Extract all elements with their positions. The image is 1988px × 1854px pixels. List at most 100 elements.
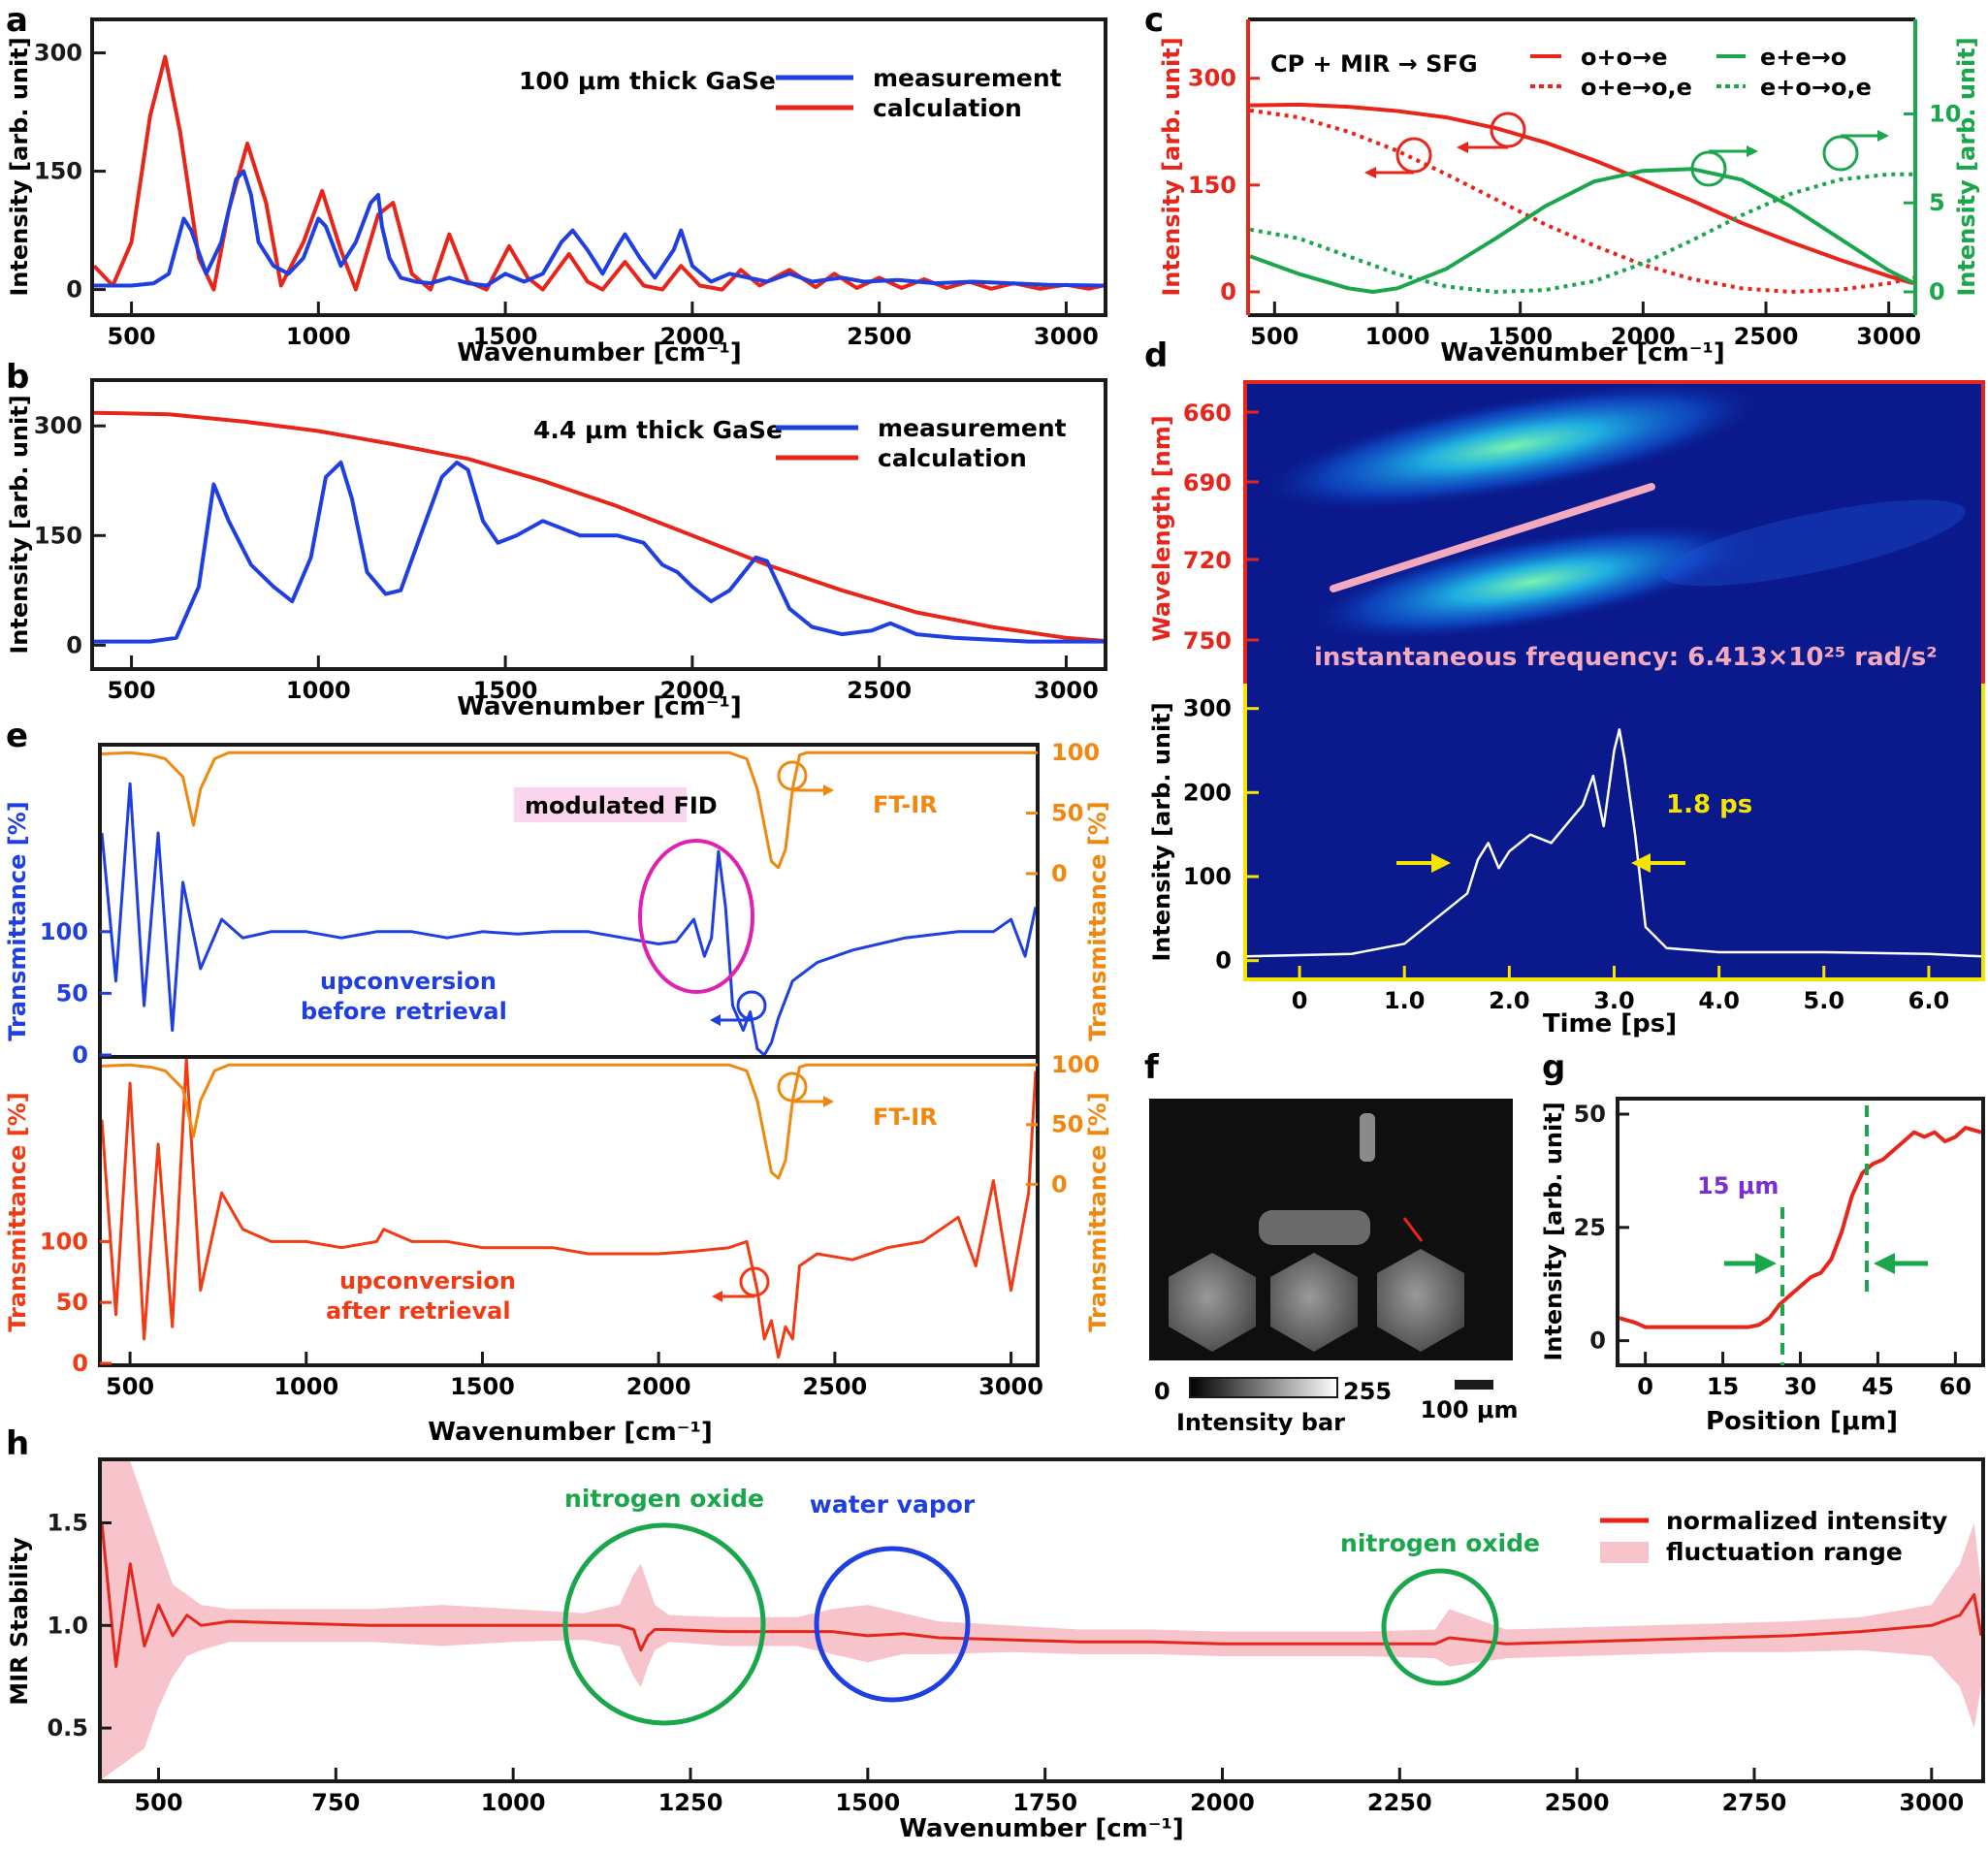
scale-bar-label: 100 μm <box>1420 1396 1518 1423</box>
chart-c-arrowhead-oo-e <box>1457 142 1468 153</box>
chart-h-xtick-label: 3000 <box>1899 1789 1964 1816</box>
ftir-top-arrowhead <box>823 784 834 796</box>
upconversion-after-label-2: after retrieval <box>326 1297 511 1325</box>
legend-fluctuation: fluctuation range <box>1666 1538 1903 1566</box>
bright-spot <box>1360 1113 1375 1162</box>
water-vapor-circle <box>814 1546 971 1703</box>
panel-letter-g: g <box>1542 1048 1565 1087</box>
spectrogram-glow-upper <box>1264 382 1762 510</box>
chart-e-xtick-label: 3000 <box>978 1373 1043 1400</box>
chart-g-xtick-label: 15 <box>1707 1373 1739 1400</box>
chart-d-xlabel: Time [ps] <box>1543 1009 1677 1039</box>
chart-b-xtick-label: 1000 <box>286 677 351 704</box>
chart-e-bottom-ytick-label: 100 <box>40 1228 88 1255</box>
modulated-fid-label: modulated FID <box>525 792 718 819</box>
chart-b-ytick-label: 0 <box>66 631 82 658</box>
chart-e-bottom-right-ytick-label: 100 <box>1051 1051 1100 1078</box>
chart-d-ylabel: Intensity [arb. unit] <box>1148 702 1175 961</box>
chart-c-marker-eo-oe <box>1822 135 1859 172</box>
chart-h-ytick-label: 1.0 <box>47 1612 88 1639</box>
series-measurement <box>94 460 1104 644</box>
chart-h-xtick-label: 2000 <box>1190 1789 1255 1816</box>
chart-e-xtick-label: 2500 <box>802 1373 867 1400</box>
chart-e-top-right-ytick-label: 0 <box>1051 860 1068 887</box>
chart-h-xtick-label: 2750 <box>1722 1789 1787 1816</box>
chart-c-xtick-label: 1500 <box>1488 323 1553 350</box>
hex-cell-left <box>1169 1253 1256 1352</box>
chart-b-annotation: 4.4 μm thick GaSe <box>533 416 783 444</box>
after-arrowhead <box>712 1291 722 1302</box>
edge-arrowhead-right <box>1874 1253 1895 1274</box>
chart-e-top-ytick-label: 0 <box>72 1041 88 1069</box>
chart-g-ylabel: Intensity [arb. unit] <box>1540 1102 1567 1360</box>
chart-b-xtick-label: 500 <box>108 677 156 704</box>
hex-cell-top <box>1259 1210 1370 1245</box>
chart-a-ytick-label: 0 <box>66 276 82 304</box>
chart-d-ytick-label: 200 <box>1183 779 1232 806</box>
chart-h: 500 750 1000 1250 1500 1750 2000 2250 2500 2750 30… <box>6 1457 1985 1843</box>
chart-e-bottom-right-ytick-label: 0 <box>1051 1170 1068 1198</box>
chart-c-ytick-label: 150 <box>1188 172 1236 199</box>
nitrogen-oxide-circle-2 <box>1381 1568 1499 1686</box>
series-0-1 <box>102 751 1036 870</box>
chart-h-ylabel: MIR Stability <box>6 1537 33 1706</box>
chart-a-xtick-label: 2000 <box>659 323 724 350</box>
chart-a-xtick-label: 2500 <box>847 323 912 350</box>
chart-b-ytick-label: 150 <box>34 522 82 549</box>
series-1-1 <box>102 1063 1036 1180</box>
chart-b-xtick-label: 3000 <box>1034 677 1099 704</box>
series-3 <box>1250 172 1913 294</box>
fwhm-arrowhead-right <box>1631 853 1651 873</box>
colorbar <box>1189 1377 1338 1398</box>
colorbar-label: Intensity bar <box>1176 1409 1345 1436</box>
wavelength-tick-label: 720 <box>1183 547 1232 574</box>
colorbar-min: 0 <box>1154 1378 1170 1405</box>
chart-a-annotation: 100 μm thick GaSe <box>519 67 776 95</box>
chart-a-frame <box>90 17 1107 317</box>
chart-d-ytick-label: 0 <box>1215 947 1232 975</box>
series-calculation <box>94 410 1104 643</box>
chart-c-annotation: CP + MIR → SFG <box>1270 50 1478 78</box>
chart-g-ytick-label: 50 <box>1574 1101 1606 1128</box>
chart-c-right-ytick-label: 5 <box>1929 189 1945 216</box>
chart-e-top-right-ytick-label: 100 <box>1051 739 1100 766</box>
chart-c-xlabel: Wavenumber [cm⁻¹] <box>1440 338 1725 368</box>
chart-g-ytick-label: 25 <box>1574 1214 1606 1241</box>
chart-a-xtick-label: 3000 <box>1034 323 1099 350</box>
chart-g-xtick-label: 0 <box>1637 1373 1653 1400</box>
panel-letter-b: b <box>6 358 29 397</box>
chart-e-xtick-label: 2000 <box>626 1373 691 1400</box>
chart-b-xtick-label: 2500 <box>847 677 912 704</box>
chart-b-frame <box>90 378 1107 671</box>
chart-d-ytick-label: 300 <box>1183 695 1232 722</box>
chart-e-top-ytick-label: 100 <box>40 918 88 945</box>
chart-d-ytick-label: 100 <box>1183 863 1232 890</box>
chart-c-legend-oo-e: o+o→e <box>1581 44 1667 71</box>
upconversion-before-label-1: upconversion <box>320 968 497 995</box>
series-measurement <box>94 169 1104 288</box>
water-vapor-label: water vapor <box>810 1490 976 1518</box>
chart-d-xtick-label: 2.0 <box>1489 987 1530 1014</box>
chart-a-legend-measurement: measurement <box>873 64 1062 92</box>
nitrogen-oxide-label-1: nitrogen oxide <box>564 1485 764 1513</box>
chart-e-top-y2label: Transmittance [%] <box>1084 801 1111 1040</box>
chart-d-instantaneous-frequency: instantaneous frequency: 6.413×10²⁵ rad/… <box>1314 643 1938 672</box>
ftir-label-top: FT-IR <box>873 791 938 818</box>
chart-e-xtick-label: 1000 <box>273 1373 338 1400</box>
profile-line <box>1402 1217 1424 1242</box>
chart-d-xtick-label: 6.0 <box>1908 987 1950 1014</box>
chart-g-ytick-label: 0 <box>1589 1327 1606 1355</box>
spectrogram-band-lower <box>1312 524 1752 640</box>
series-0 <box>1250 102 1913 286</box>
chart-g-resolution: 15 μm <box>1697 1172 1779 1199</box>
spectrogram-band-faint <box>1661 499 1966 587</box>
chart-h-ytick-label: 0.5 <box>47 1714 88 1742</box>
upconversion-after-label-1: upconversion <box>339 1267 516 1295</box>
chart-c-arrowhead-eo-oe <box>1877 130 1889 142</box>
ftir-label-bottom: FT-IR <box>873 1103 938 1131</box>
chart-a-ytick-label: 300 <box>34 40 82 67</box>
panel-letter-f: f <box>1144 1048 1160 1087</box>
modulated-fid-label-bg <box>514 787 687 822</box>
